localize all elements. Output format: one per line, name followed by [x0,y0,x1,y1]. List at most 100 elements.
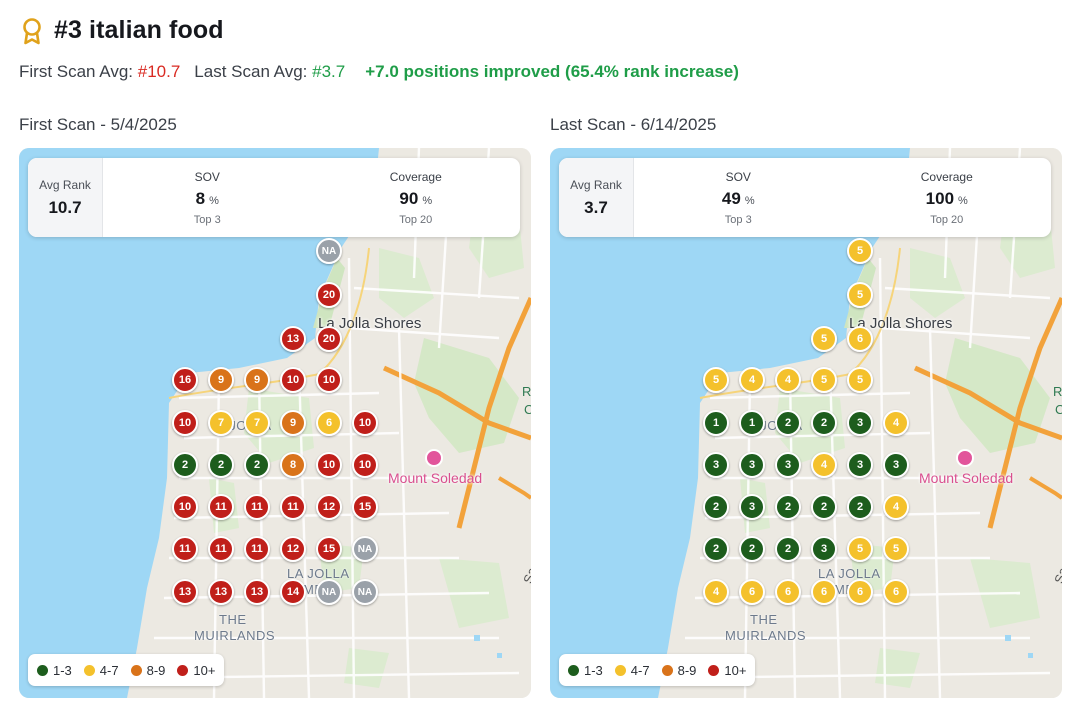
report-header: #3 italian food [20,16,224,45]
rank-pin[interactable]: 3 [739,494,765,520]
rank-pin[interactable]: 6 [739,579,765,605]
rank-pin[interactable]: 2 [208,452,234,478]
sov-sub: Top 3 [193,213,221,226]
rank-pin[interactable]: 11 [280,494,306,520]
rank-pin[interactable]: 16 [172,367,198,393]
rank-pin[interactable]: NA [316,579,342,605]
scan-summary: First Scan Avg: #10.7 Last Scan Avg: #3.… [19,62,739,82]
rank-pin[interactable]: NA [316,238,342,264]
rank-pin[interactable]: 13 [280,326,306,352]
rank-pin[interactable]: 1 [739,410,765,436]
rank-pin[interactable]: 5 [883,536,909,562]
rank-pin[interactable]: 2 [172,452,198,478]
first-scan-map[interactable]: La Jolla Shores LA JOLLA THE MUIRLANDS LA JO… [19,148,531,698]
legend-dot-icon [661,664,673,676]
rank-pin[interactable]: 11 [172,536,198,562]
rank-pin[interactable]: 13 [244,579,270,605]
rank-pin[interactable]: 6 [883,579,909,605]
rank-pin[interactable]: 13 [172,579,198,605]
rank-pin[interactable]: 6 [775,579,801,605]
rank-pin[interactable]: 5 [811,326,837,352]
map-label-mount-soledad: Mount Soledad [388,470,483,486]
legend-item: 10+ [708,663,746,678]
rank-pin[interactable]: 4 [883,494,909,520]
rank-pin[interactable]: 4 [811,452,837,478]
rank-pin[interactable]: 3 [811,536,837,562]
rank-pin[interactable]: 10 [172,410,198,436]
rank-pin[interactable]: 1 [703,410,729,436]
rank-pin[interactable]: 3 [739,452,765,478]
rank-pin[interactable]: 11 [208,536,234,562]
rank-pin[interactable]: 4 [739,367,765,393]
rank-pin[interactable]: 2 [739,536,765,562]
rank-pin[interactable]: 2 [703,494,729,520]
rank-pin[interactable]: 20 [316,282,342,308]
rank-pin[interactable]: 15 [316,536,342,562]
rank-pin[interactable]: 2 [811,410,837,436]
map-label-the: THE [219,612,247,627]
scan-stats-card: Avg Rank 10.7 SOV 8 % Top 3 Coverage 90 … [28,158,520,237]
rank-pin[interactable]: 2 [847,494,873,520]
rank-pin[interactable]: 4 [775,367,801,393]
rank-pin[interactable]: 2 [811,494,837,520]
rank-pin[interactable]: 3 [883,452,909,478]
rank-pin[interactable]: 12 [316,494,342,520]
rank-pin[interactable]: 8 [280,452,306,478]
rank-pin[interactable]: 6 [847,326,873,352]
rank-pin[interactable]: 6 [316,410,342,436]
rank-pin[interactable]: 2 [775,410,801,436]
rank-pin[interactable]: 14 [280,579,306,605]
map-background[interactable] [550,148,1062,698]
rank-pin[interactable]: 2 [703,536,729,562]
rank-pin[interactable]: 4 [883,410,909,436]
rank-pin[interactable]: 5 [811,367,837,393]
rank-pin[interactable]: 3 [847,452,873,478]
rank-pin[interactable]: 10 [316,367,342,393]
rank-pin[interactable]: 10 [352,410,378,436]
rank-pin[interactable]: NA [352,579,378,605]
rank-pin[interactable]: 3 [775,452,801,478]
rank-pin[interactable]: 3 [703,452,729,478]
rank-pin[interactable]: 20 [316,326,342,352]
rank-pin[interactable]: 11 [208,494,234,520]
rank-pin[interactable]: 2 [775,494,801,520]
rank-pin[interactable]: 11 [244,494,270,520]
rank-pin[interactable]: 10 [352,452,378,478]
rank-pin[interactable]: 6 [847,579,873,605]
rank-pin[interactable]: 10 [316,452,342,478]
rank-pin[interactable]: NA [352,536,378,562]
last-scan-map[interactable]: La Jolla Shores LA JOLLA THE MUIRLANDS LA JO… [550,148,1062,698]
rank-pin[interactable]: 3 [847,410,873,436]
legend-dot-icon [177,664,189,676]
rank-pin[interactable]: 2 [775,536,801,562]
rank-pin[interactable]: 6 [811,579,837,605]
rank-pin[interactable]: 9 [208,367,234,393]
rank-pin[interactable]: 5 [703,367,729,393]
sov-value: 49 [721,188,741,208]
rank-pin[interactable]: 5 [847,238,873,264]
rank-pin[interactable]: 7 [208,410,234,436]
sov-unit: % [744,194,755,207]
rank-pin[interactable]: 10 [280,367,306,393]
rank-pin[interactable]: 4 [703,579,729,605]
rank-pin[interactable]: 9 [244,367,270,393]
rank-pin[interactable]: 11 [244,536,270,562]
avg-rank-label: Avg Rank [570,177,622,192]
legend-label: 1-3 [53,662,72,678]
rank-pin[interactable]: 13 [208,579,234,605]
camera-poi-icon[interactable] [425,449,443,467]
rank-pin[interactable]: 5 [847,282,873,308]
rank-pin[interactable]: 2 [244,452,270,478]
map-label-la-jolla-shores: La Jolla Shores [849,315,953,332]
rank-pin[interactable]: 5 [847,536,873,562]
rank-pin[interactable]: 9 [280,410,306,436]
camera-poi-icon[interactable] [956,449,974,467]
rank-pin[interactable]: 12 [280,536,306,562]
rank-pin[interactable]: 5 [847,367,873,393]
map-label-mount-soledad: Mount Soledad [919,470,1014,486]
map-label-muirlands: MUIRLANDS [194,628,276,643]
rank-pin[interactable]: 15 [352,494,378,520]
rank-pin[interactable]: 7 [244,410,270,436]
legend-label: 10+ [193,662,216,678]
rank-pin[interactable]: 10 [172,494,198,520]
